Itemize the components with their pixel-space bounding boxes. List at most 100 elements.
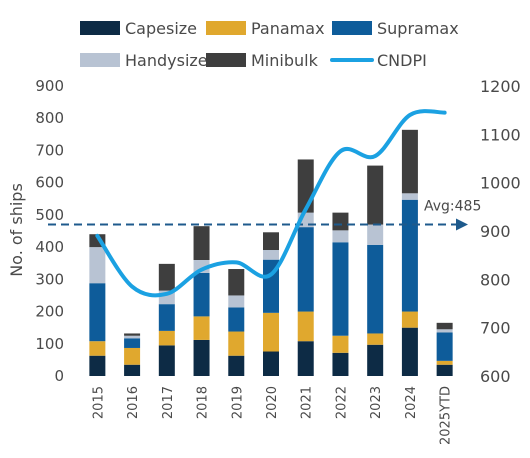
legend-label-handysize: Handysize: [125, 51, 208, 70]
y-tick-label: 500: [35, 206, 64, 224]
legend-label-panamax: Panamax: [251, 19, 325, 38]
bar-capesize: [436, 364, 453, 376]
bar-panamax: [367, 333, 384, 345]
bar-handysize: [367, 224, 384, 245]
bar-minibulk: [263, 232, 279, 251]
bar-minibulk: [124, 333, 141, 336]
bar-panamax: [158, 330, 175, 346]
bar-capesize: [228, 355, 245, 376]
y-tick-label: 200: [35, 303, 64, 321]
y-tick-label: 600: [35, 174, 64, 192]
x-tick-label: 2015: [91, 386, 106, 419]
y2-tick-label: 700: [480, 319, 511, 338]
bar-minibulk: [332, 212, 349, 231]
bar-panamax: [401, 311, 418, 328]
bar-supramax: [158, 304, 175, 331]
y-tick-label: 300: [35, 270, 64, 288]
bar-capesize: [124, 364, 141, 376]
bar-handysize: [332, 230, 349, 243]
legend: Capesize Panamax Supramax Handysize Minibulk…: [80, 19, 459, 70]
left-axis: 0 100 200 300 400 500 600 700 800 900: [35, 77, 64, 385]
x-tick-label: 2016: [126, 386, 141, 419]
bar-capesize: [367, 344, 384, 376]
x-tick-label: 2025YTD: [439, 386, 454, 445]
legend-swatch-capesize: [80, 21, 120, 35]
bar-minibulk: [158, 263, 175, 291]
bar-supramax: [228, 307, 245, 332]
bar-panamax: [332, 335, 349, 353]
bar-minibulk: [367, 165, 384, 225]
y2-tick-label: 1000: [480, 174, 521, 193]
x-tick-label: 2024: [404, 386, 419, 419]
y-tick-label: 100: [35, 335, 64, 353]
y-tick-label: 0: [54, 367, 64, 385]
y2-tick-label: 1100: [480, 125, 521, 144]
bar-capesize: [332, 352, 349, 376]
bar-minibulk: [401, 129, 418, 194]
x-tick-label: 2017: [161, 386, 176, 419]
average-reference: Avg:485: [48, 199, 481, 231]
bar-panamax: [263, 312, 279, 352]
y2-tick-label: 600: [480, 367, 511, 386]
y2-tick-label: 1200: [480, 77, 521, 96]
legend-swatch-handysize: [80, 53, 120, 67]
bar-handysize: [401, 193, 418, 200]
right-axis: 600 700 800 900 1000 1100 1200: [480, 77, 521, 386]
bar-supramax: [89, 283, 106, 342]
legend-swatch-panamax: [206, 21, 246, 35]
bar-supramax: [193, 272, 210, 317]
bar-handysize: [228, 295, 245, 308]
bar-panamax: [297, 311, 314, 342]
bar-handysize: [263, 250, 279, 260]
bar-panamax: [436, 360, 453, 365]
average-label: Avg:485: [424, 199, 481, 215]
bar-supramax: [332, 242, 349, 336]
bar-capesize: [193, 339, 210, 376]
bar-minibulk: [436, 322, 453, 330]
y-tick-label: 400: [35, 238, 64, 256]
x-tick-label: 2023: [369, 386, 384, 419]
bar-panamax: [228, 331, 245, 356]
cndpi-line: [95, 109, 447, 298]
y2-tick-label: 900: [480, 222, 511, 241]
x-tick-label: 2018: [196, 386, 211, 419]
bar-handysize: [89, 247, 106, 284]
x-tick-label: 2022: [334, 386, 349, 419]
bar-minibulk: [297, 159, 314, 213]
bar-handysize: [124, 335, 141, 339]
legend-label-minibulk: Minibulk: [251, 51, 319, 70]
bar-handysize: [436, 329, 453, 333]
bar-supramax: [297, 227, 314, 312]
y-axis-label: No. of ships: [7, 183, 26, 277]
bar-capesize: [89, 355, 106, 376]
bar-minibulk: [228, 269, 245, 296]
bars: [89, 129, 453, 376]
y2-tick-label: 800: [480, 270, 511, 289]
bar-capesize: [158, 345, 175, 376]
bar-supramax: [367, 244, 384, 334]
legend-swatch-supramax: [332, 21, 372, 35]
bar-capesize: [263, 351, 279, 376]
bar-supramax: [124, 338, 141, 348]
y-tick-label: 700: [35, 141, 64, 159]
x-axis: 2015 2016 2017 2018 2019 2020 2021 2022 2023 2024…: [91, 386, 453, 445]
x-tick-label: 2019: [230, 386, 245, 419]
y-tick-label: 800: [35, 109, 64, 127]
legend-label-supramax: Supramax: [377, 19, 459, 38]
average-arrow: [456, 218, 468, 231]
legend-label-capesize: Capesize: [125, 19, 197, 38]
legend-swatch-minibulk: [206, 53, 246, 67]
bar-capesize: [401, 327, 418, 376]
legend-label-cndpi: CNDPI: [377, 51, 427, 70]
bar-panamax: [89, 341, 106, 356]
bar-panamax: [124, 347, 141, 365]
bar-panamax: [193, 316, 210, 340]
bar-supramax: [401, 199, 418, 312]
y-tick-label: 900: [35, 77, 64, 95]
bar-minibulk: [193, 226, 210, 260]
bar-supramax: [436, 332, 453, 361]
cndpi-series-line: [95, 109, 447, 298]
x-tick-label: 2021: [300, 386, 315, 419]
x-tick-label: 2020: [265, 386, 280, 419]
